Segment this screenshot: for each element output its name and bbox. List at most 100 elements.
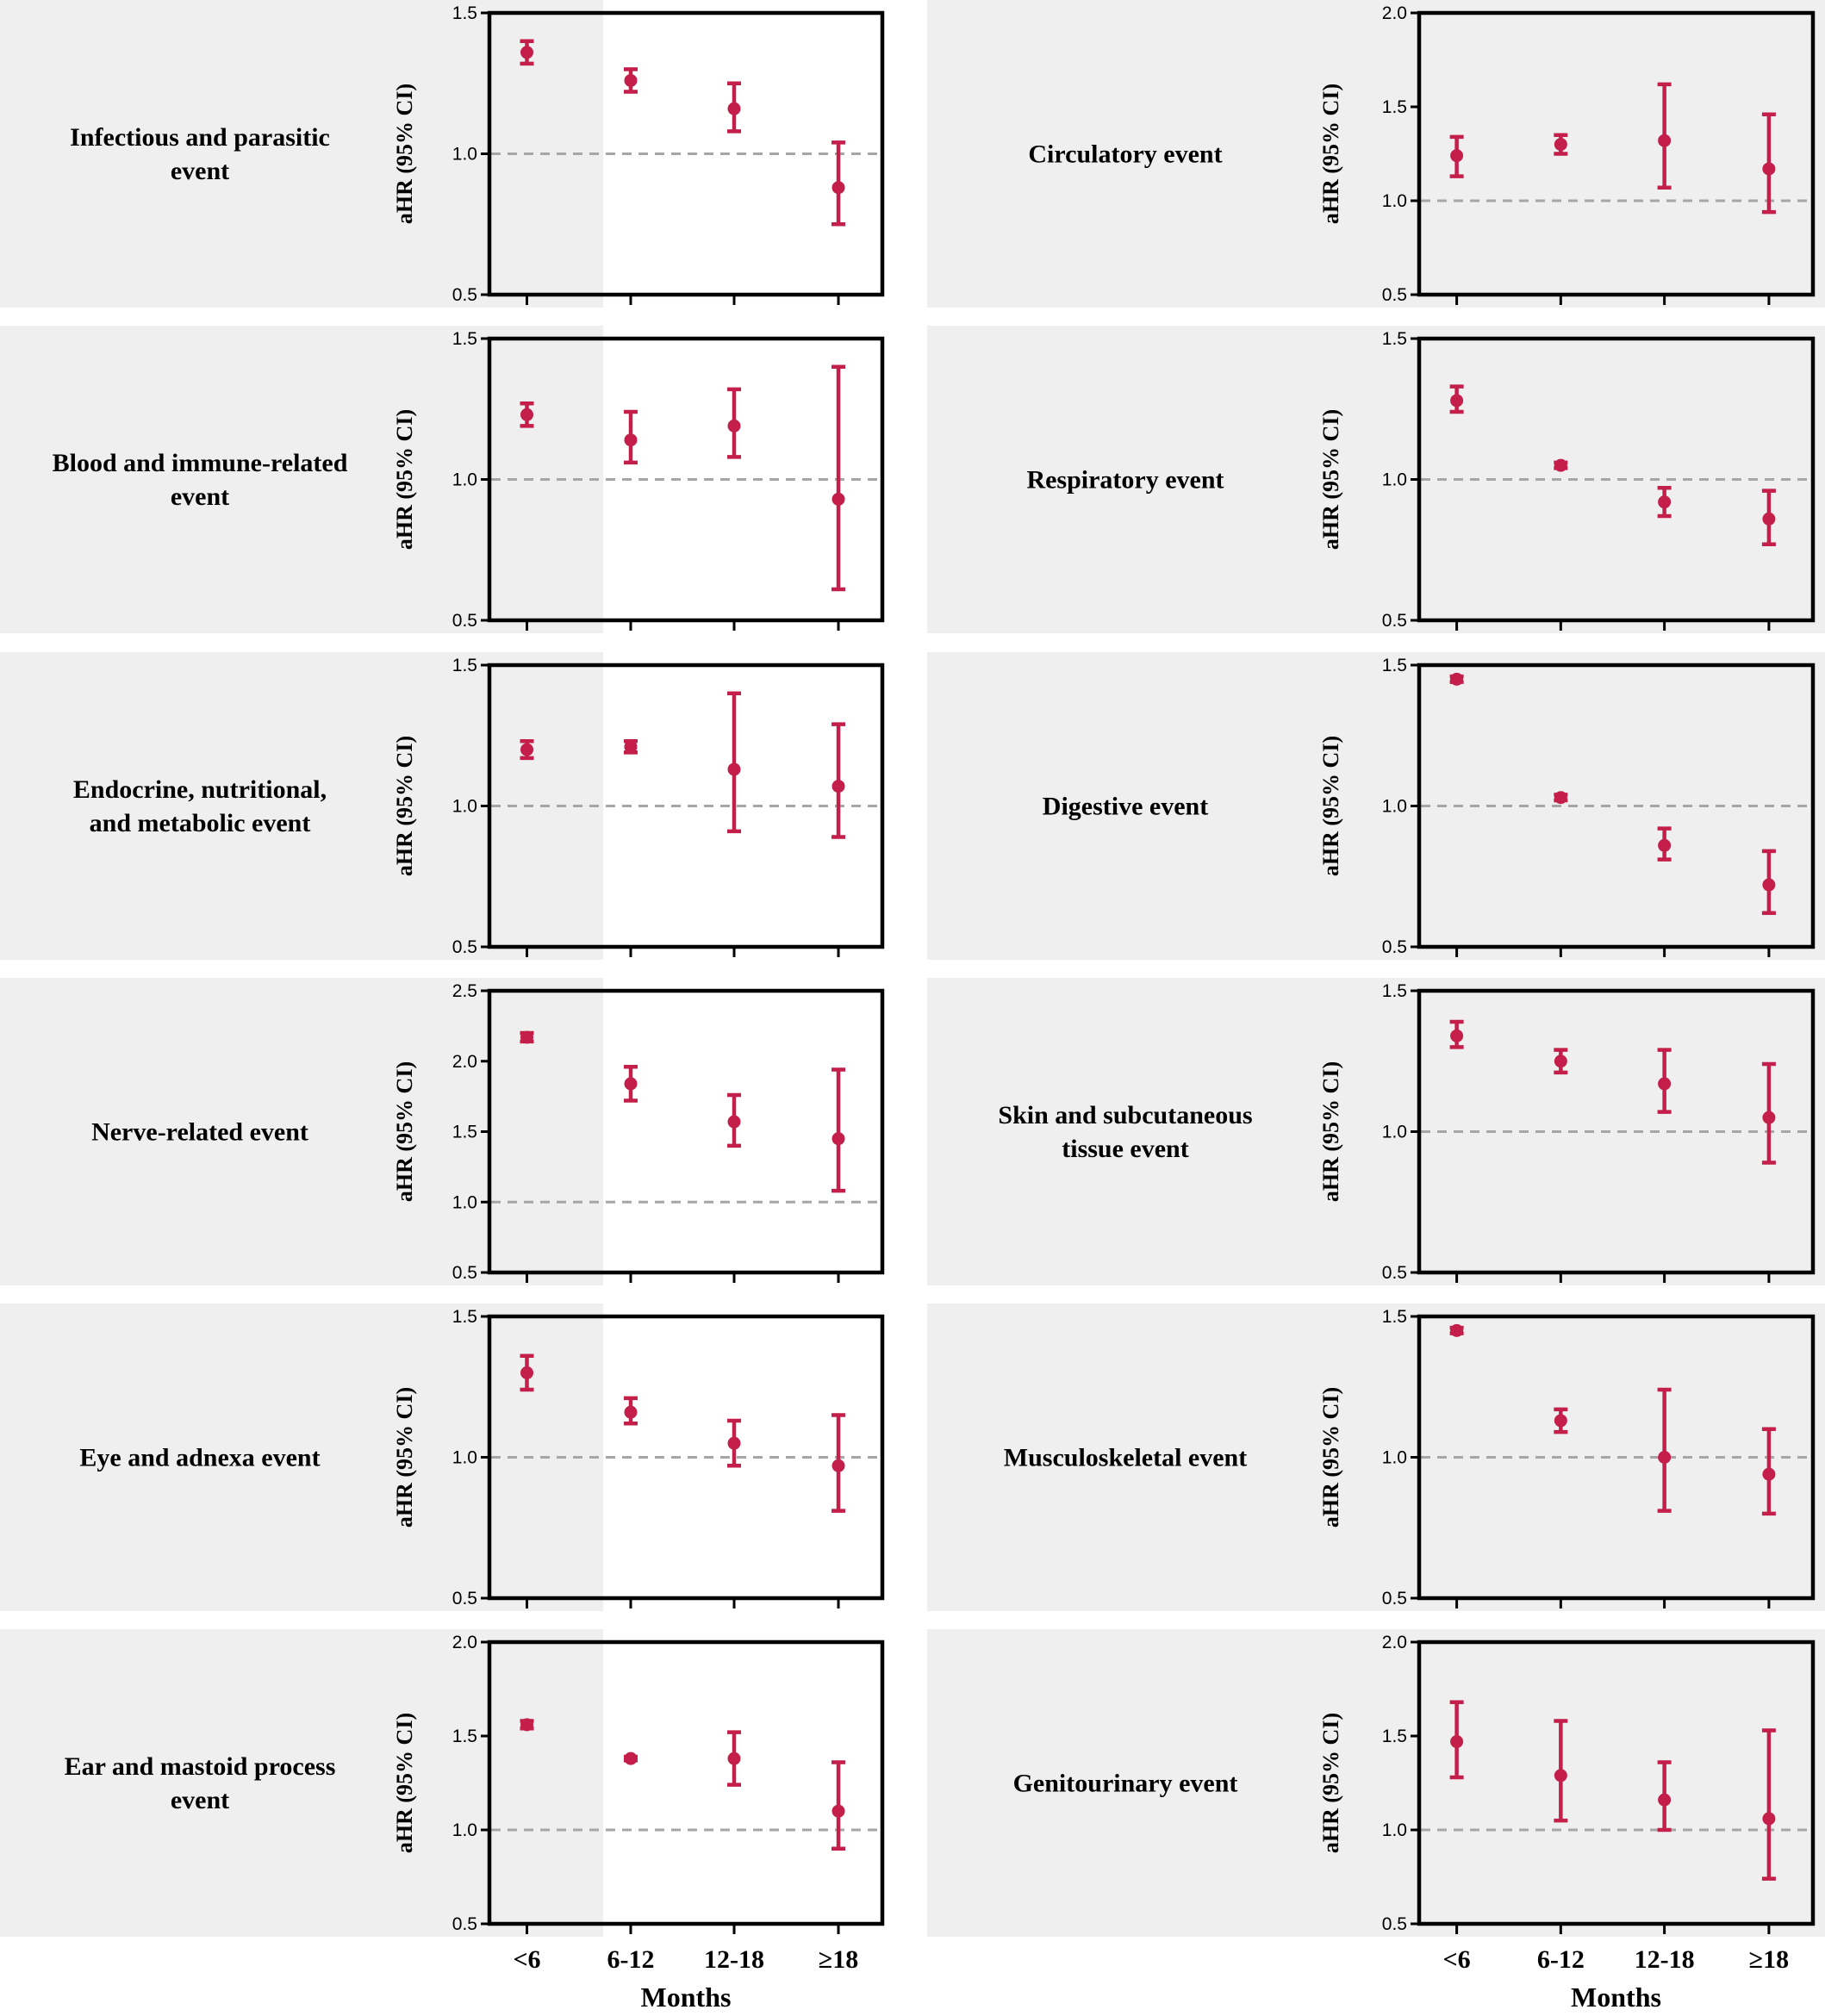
y-tick-label: 0.5	[1382, 1589, 1407, 1608]
estimate-point	[1658, 838, 1672, 852]
estimate-point	[1658, 1077, 1672, 1091]
estimate-point	[520, 46, 534, 59]
panel-background	[0, 0, 603, 308]
y-axis-label: aHR (95% CI)	[392, 1387, 417, 1528]
y-tick-label: 1.0	[452, 470, 477, 490]
y-tick-label: 1.0	[452, 1448, 477, 1468]
panel-6: Digestive event aHR (95% CI) 0.5 1.0 1.5	[927, 652, 1825, 960]
panel-title-line: Skin and subcutaneous	[998, 1101, 1252, 1129]
x-category-label: ≥18	[819, 1945, 858, 1974]
y-axis-label: aHR (95% CI)	[1318, 736, 1343, 876]
y-tick-label: 0.5	[1382, 611, 1407, 631]
estimate-point	[727, 1436, 741, 1450]
y-tick-label: 1.5	[1382, 97, 1407, 117]
panel-background	[0, 326, 603, 633]
estimate-point	[1554, 1414, 1567, 1428]
plot-frame	[1417, 336, 1816, 623]
estimate-point	[520, 1718, 534, 1732]
panel-background	[927, 1629, 1825, 1937]
estimate-point	[727, 102, 741, 115]
panel-background	[927, 0, 1825, 308]
estimate-point	[624, 740, 638, 754]
estimate-point	[832, 181, 845, 195]
plot-frame	[487, 988, 885, 1275]
panel-background	[0, 1304, 603, 1611]
y-tick-label: 0.5	[452, 937, 477, 957]
panel-3: Blood and immune-related event aHR (95% CI…	[0, 326, 885, 633]
panel-title-line: Nerve-related event	[91, 1118, 308, 1147]
x-axis-title: Months	[641, 1982, 732, 2013]
estimate-point	[624, 1077, 638, 1091]
panel-7: Nerve-related event aHR (95% CI) 0.5 1.0 1.5…	[0, 978, 885, 1285]
panel-title-line: event	[171, 482, 229, 511]
estimate-point	[1762, 512, 1776, 526]
y-tick-label: 1.0	[1382, 1123, 1407, 1142]
panel-title-line: Endocrine, nutritional,	[73, 775, 327, 804]
estimate-point	[624, 73, 638, 87]
estimate-point	[1554, 1055, 1567, 1068]
x-category-label: <6	[513, 1945, 540, 1974]
y-axis-label: aHR (95% CI)	[392, 1713, 417, 1853]
x-category-label: 12-18	[1635, 1945, 1695, 1974]
estimate-point	[1762, 1467, 1776, 1481]
x-category-label: 12-18	[704, 1945, 764, 1974]
panel-9: Eye and adnexa event aHR (95% CI) 0.5 1.0 1.…	[0, 1304, 885, 1611]
estimate-point	[1450, 394, 1464, 408]
plot-frame	[1417, 10, 1816, 297]
y-tick-label: 1.5	[452, 656, 477, 675]
y-tick-label: 1.5	[1382, 329, 1407, 349]
y-tick-label: 1.0	[1382, 470, 1407, 490]
estimate-point	[1450, 149, 1464, 163]
plot-frame	[1417, 988, 1816, 1275]
panel-background	[0, 652, 603, 960]
y-tick-label: 1.5	[1382, 1727, 1407, 1746]
y-tick-label: 0.5	[452, 1914, 477, 1934]
estimate-point	[1762, 1111, 1776, 1124]
estimate-point	[832, 492, 845, 506]
estimate-point	[727, 1752, 741, 1765]
y-tick-label: 1.0	[1382, 797, 1407, 817]
panel-title-line: Musculoskeletal event	[1004, 1444, 1247, 1472]
y-axis-label: aHR (95% CI)	[1318, 409, 1343, 550]
x-axis-title: Months	[1571, 1982, 1661, 2013]
y-tick-label: 1.0	[1382, 1448, 1407, 1468]
y-tick-label: 1.5	[452, 329, 477, 349]
y-tick-label: 1.5	[452, 1307, 477, 1327]
panel-title-line: event	[171, 1786, 229, 1814]
estimate-point	[832, 1804, 845, 1818]
y-tick-label: 2.0	[1382, 3, 1407, 23]
estimate-point	[727, 762, 741, 776]
plot-frame	[487, 336, 885, 623]
panel-title-line: Digestive event	[1043, 793, 1208, 821]
panel-title-line: Circulatory event	[1028, 140, 1222, 169]
panel-background	[0, 1629, 603, 1937]
y-tick-label: 1.0	[452, 1820, 477, 1840]
y-axis-label: aHR (95% CI)	[392, 736, 417, 876]
estimate-point	[1762, 162, 1776, 176]
y-tick-label: 1.0	[452, 1192, 477, 1212]
estimate-point	[1554, 138, 1567, 152]
y-tick-label: 2.0	[452, 1052, 477, 1072]
plot-frame	[1417, 1314, 1816, 1601]
y-tick-label: 1.0	[452, 797, 477, 817]
estimate-point	[1554, 1769, 1567, 1783]
y-tick-label: 0.5	[452, 1263, 477, 1283]
estimate-point	[520, 1030, 534, 1044]
plot-frame	[1417, 1640, 1816, 1926]
panel-background	[0, 978, 603, 1285]
estimate-point	[624, 1405, 638, 1419]
y-axis-label: aHR (95% CI)	[1318, 84, 1343, 224]
y-tick-label: 1.5	[1382, 656, 1407, 675]
panel-title-line: tissue event	[1062, 1135, 1188, 1163]
y-tick-label: 2.0	[452, 1633, 477, 1652]
estimate-point	[1450, 1735, 1464, 1749]
plot-frame	[487, 10, 885, 297]
x-category-label: 6-12	[607, 1945, 654, 1974]
estimate-point	[727, 419, 741, 432]
estimate-point	[1658, 1451, 1672, 1464]
y-tick-label: 1.5	[452, 1727, 477, 1746]
y-tick-label: 1.5	[452, 1123, 477, 1142]
y-tick-label: 1.5	[452, 3, 477, 23]
y-axis-label: aHR (95% CI)	[1318, 1061, 1343, 1202]
plot-frame	[487, 663, 885, 949]
